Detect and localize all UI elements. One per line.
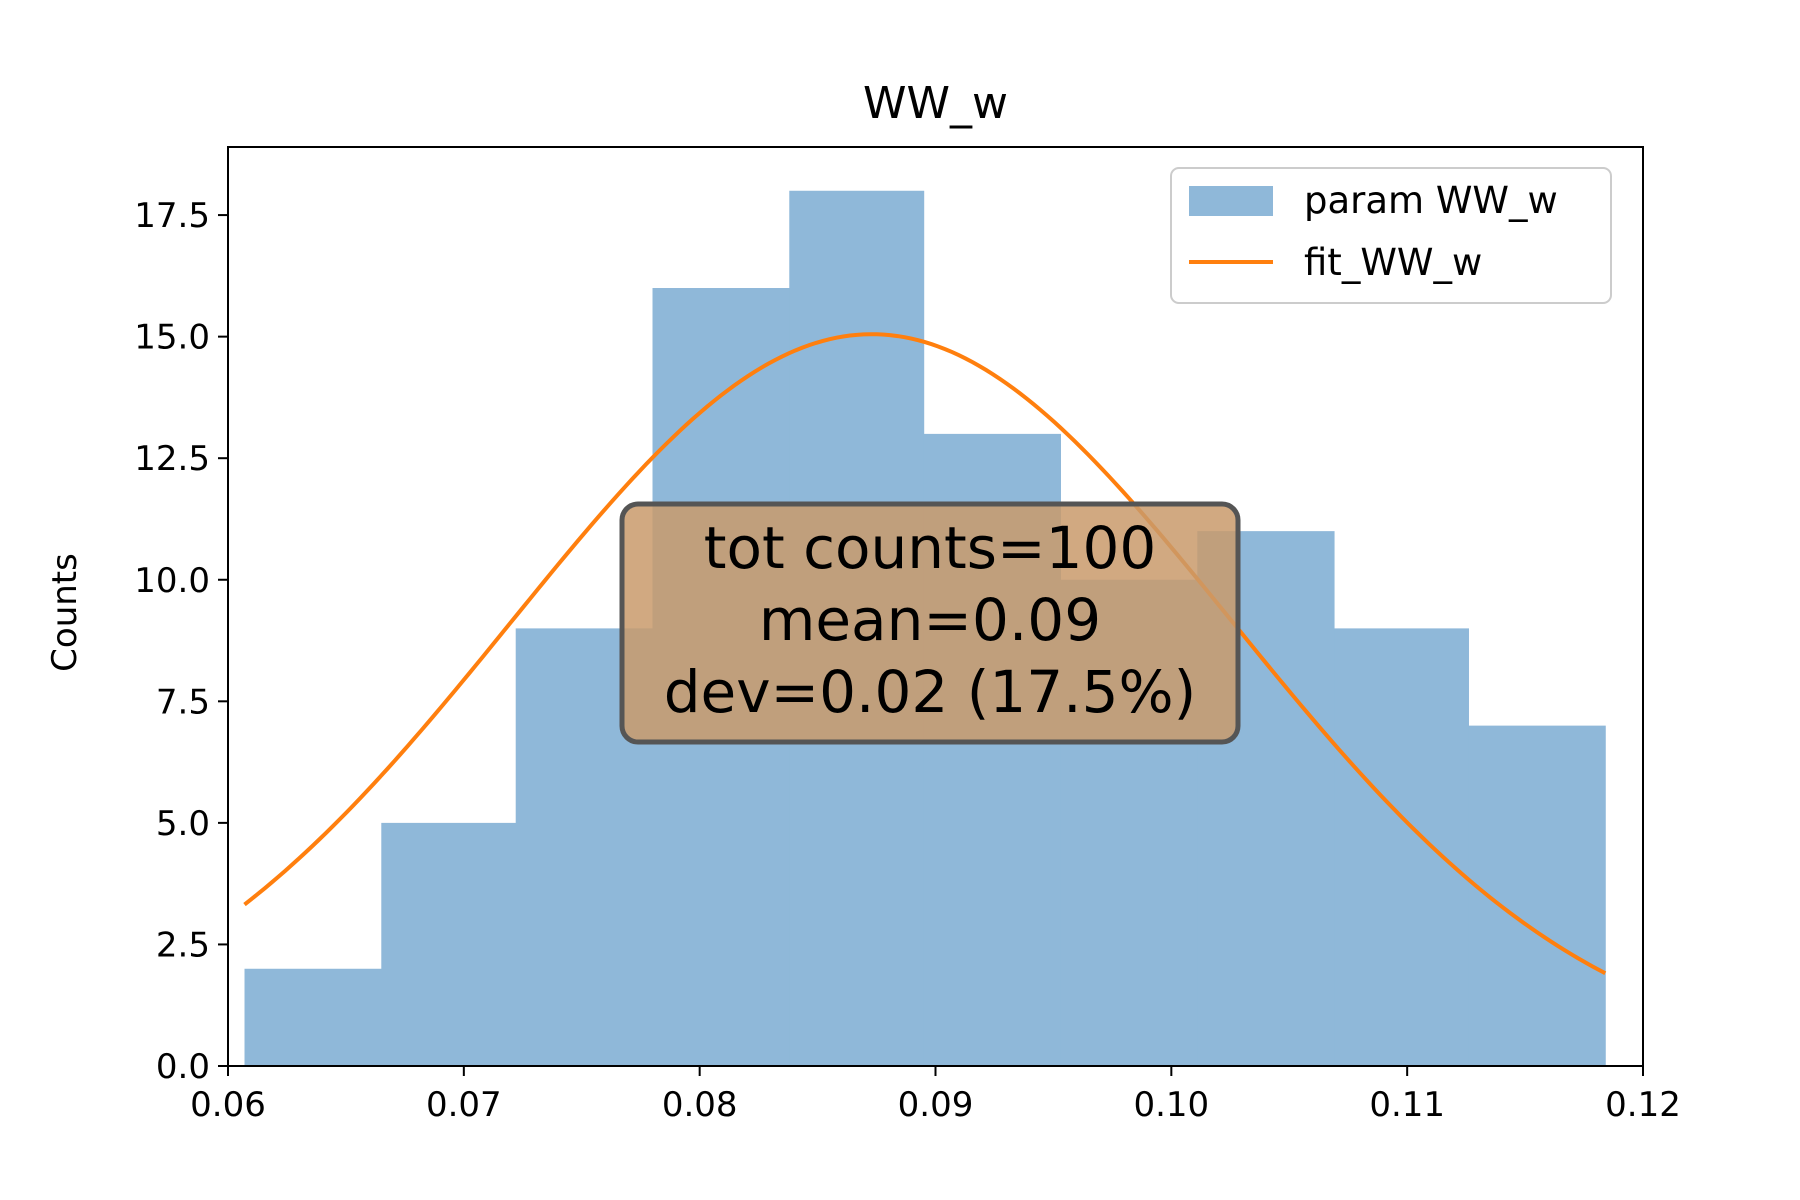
x-tick-label: 0.10 — [1133, 1085, 1209, 1125]
stats-deviation: dev=0.02 (17.5%) — [664, 658, 1197, 726]
stats-mean: mean=0.09 — [759, 586, 1101, 654]
y-tick-label: 17.5 — [134, 196, 210, 236]
y-tick-label: 15.0 — [134, 318, 210, 358]
x-tick-label: 0.08 — [662, 1085, 738, 1125]
x-tick-label: 0.09 — [898, 1085, 974, 1125]
y-tick-label: 2.5 — [156, 925, 210, 965]
stats-total-counts: tot counts=100 — [704, 514, 1157, 582]
histogram-bar — [1468, 725, 1606, 1066]
legend-label-histogram: param WW_w — [1304, 179, 1558, 222]
legend-label-fit: fit_WW_w — [1304, 241, 1482, 284]
stats-annotation-box — [619, 501, 1241, 745]
x-tick-label: 0.11 — [1369, 1085, 1445, 1125]
legend: param WW_w fit_WW_w — [1170, 167, 1612, 304]
histogram-bar — [381, 822, 517, 1066]
y-tick-label: 0.0 — [156, 1047, 210, 1087]
x-axis-ticks: 0.06 0.07 0.08 0.09 0.10 0.11 0.12 — [190, 1066, 1681, 1125]
x-tick-label: 0.12 — [1605, 1085, 1681, 1125]
y-axis-ticks: 0.0 2.5 5.0 7.5 10.0 12.5 15.0 17.5 — [134, 196, 228, 1087]
y-tick-label: 10.0 — [134, 561, 210, 601]
x-tick-label: 0.07 — [426, 1085, 502, 1125]
y-tick-label: 12.5 — [134, 439, 210, 479]
stats-annotation: tot counts=100 mean=0.09 dev=0.02 (17.5%… — [619, 501, 1241, 745]
histogram-bar — [244, 968, 382, 1066]
legend-swatch-histogram — [1189, 186, 1273, 216]
fit-curve — [243, 332, 1607, 976]
y-tick-label: 5.0 — [156, 804, 210, 844]
x-tick-label: 0.06 — [190, 1085, 266, 1125]
legend-box — [1170, 167, 1612, 304]
y-tick-label: 7.5 — [156, 682, 210, 722]
y-axis-label: Counts — [45, 553, 85, 672]
histogram-bar — [1334, 628, 1469, 1066]
chart-title: WW_w — [863, 78, 1008, 129]
